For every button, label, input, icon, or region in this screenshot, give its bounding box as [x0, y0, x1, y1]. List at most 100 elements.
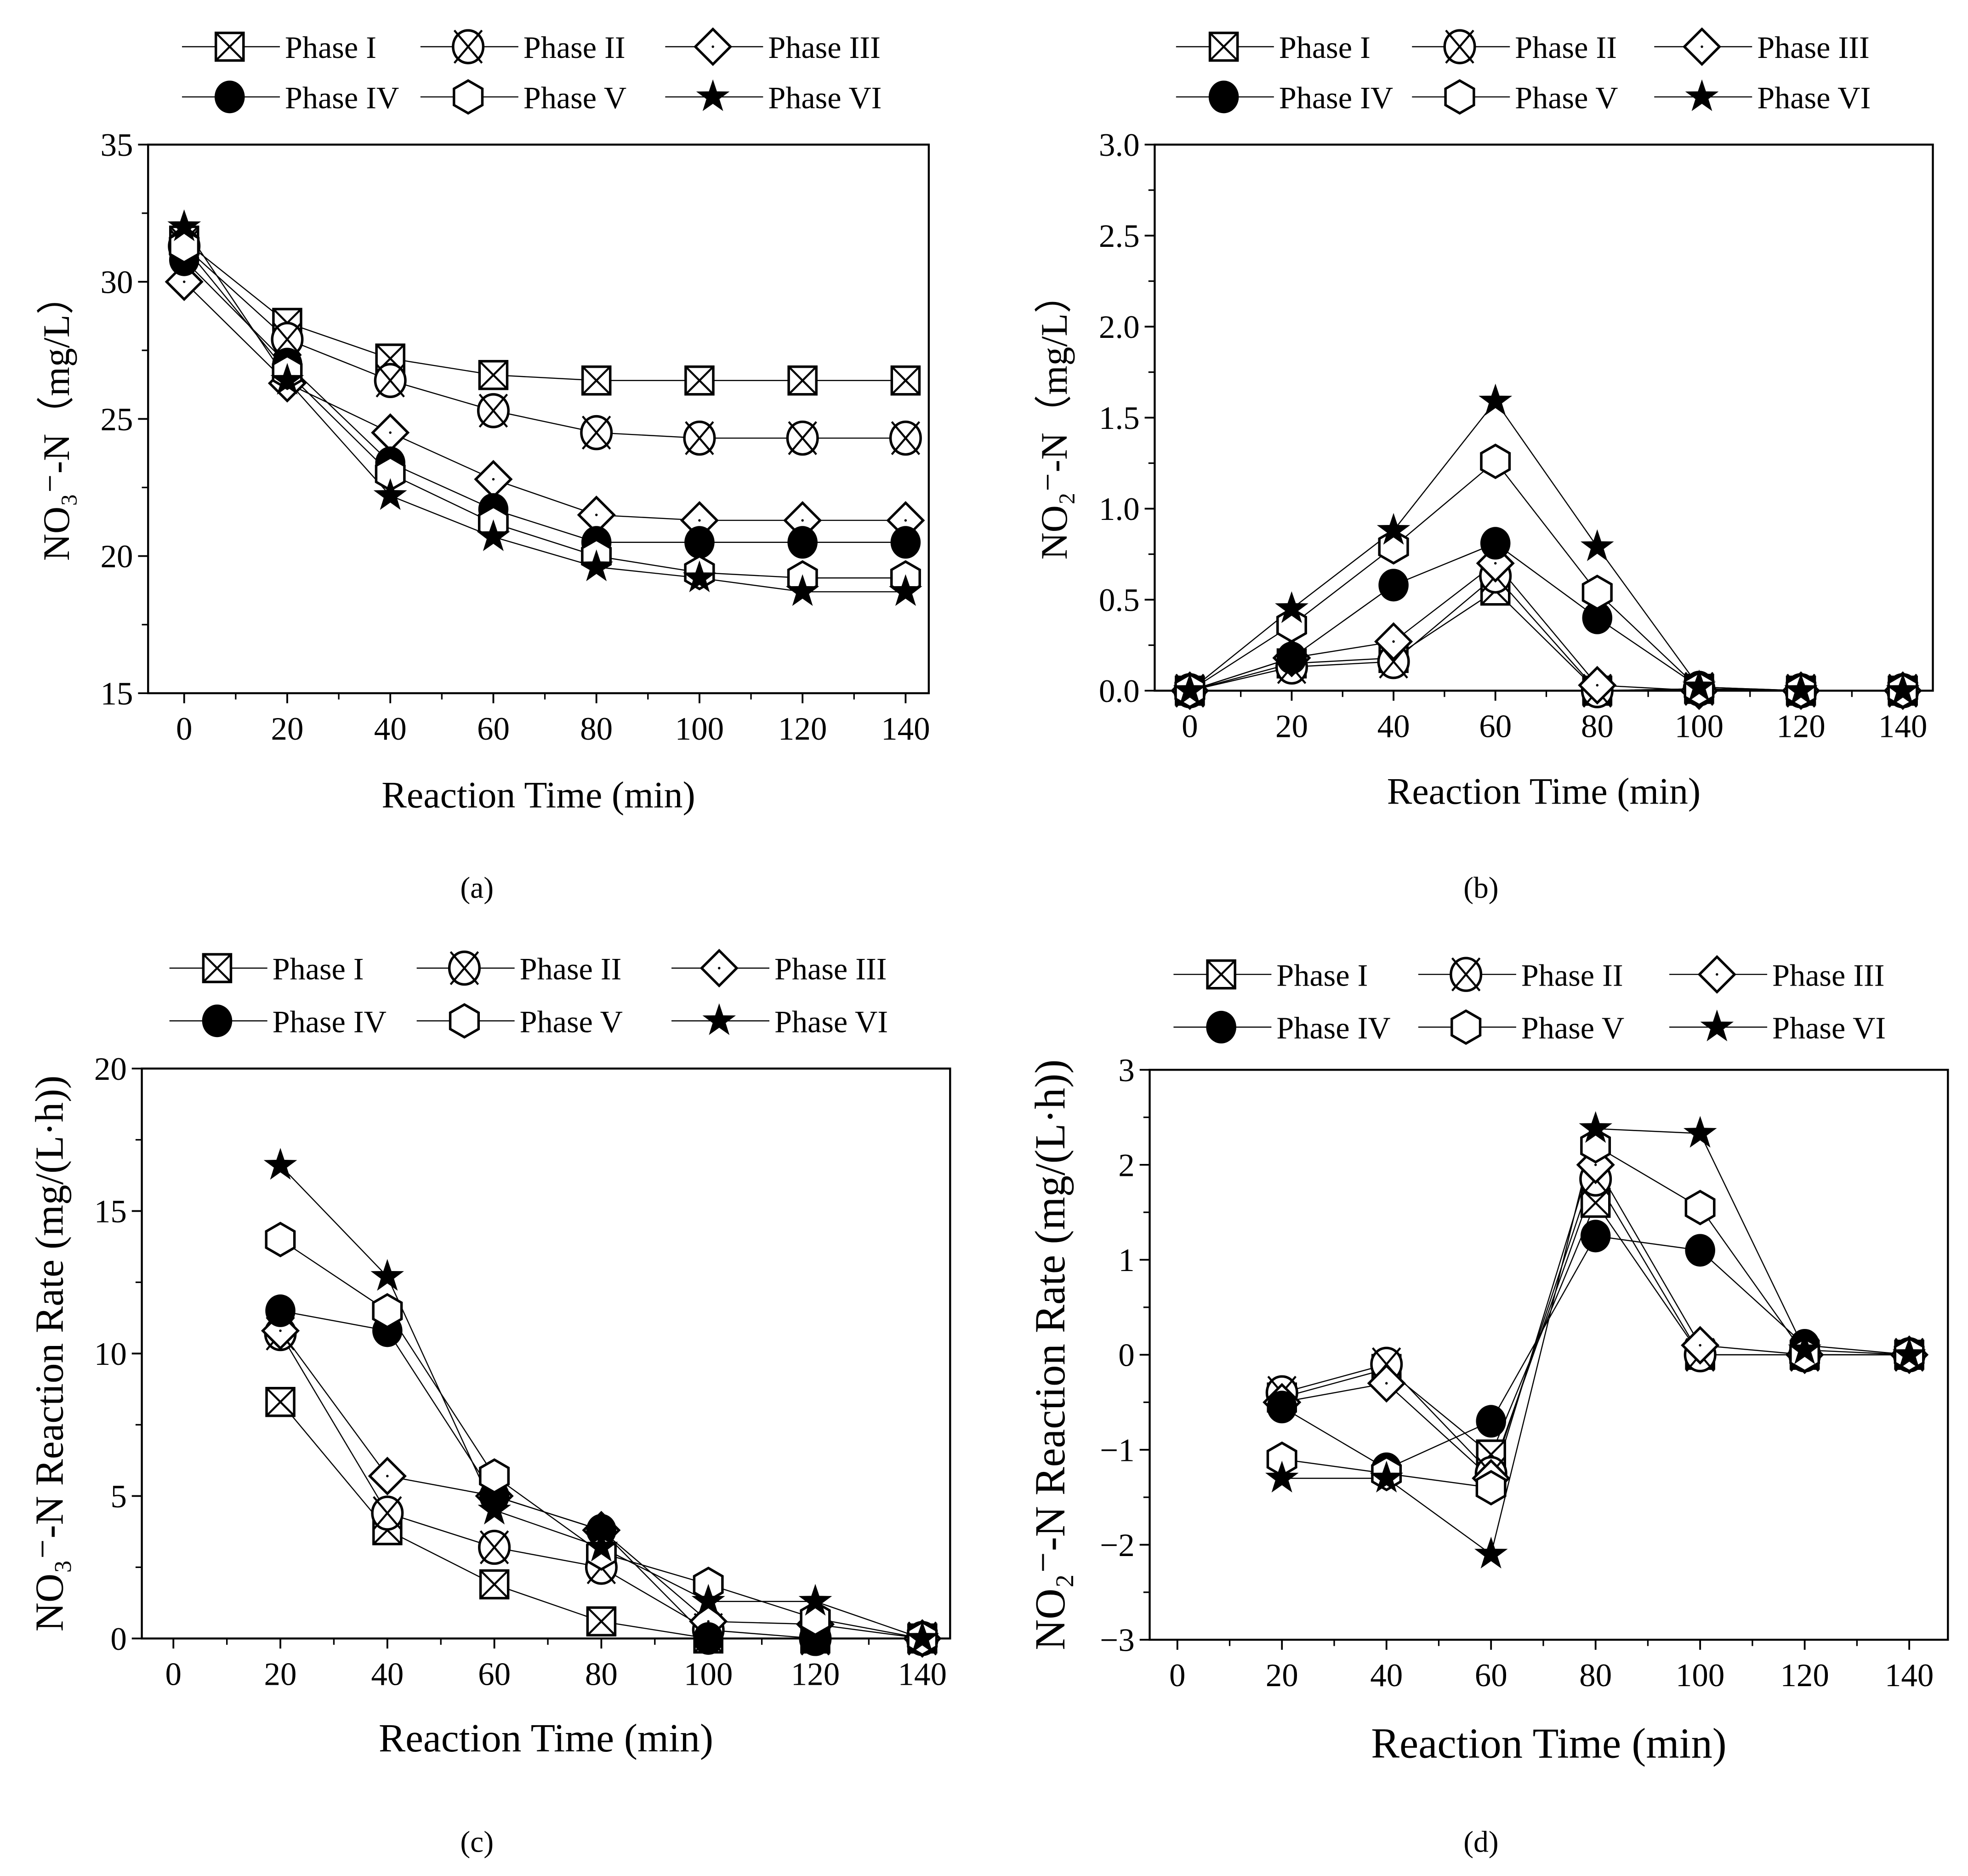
x-tick-label: 140 — [898, 1656, 947, 1692]
data-point — [1480, 527, 1511, 560]
legend-label: Phase VI — [1757, 80, 1871, 115]
data-point — [1579, 1111, 1613, 1143]
x-tick-label: 60 — [1475, 1658, 1507, 1694]
series-line-6 — [183, 227, 906, 593]
legend-label: Phase II — [523, 30, 626, 65]
data-point — [785, 574, 819, 606]
x-axis-title: Reaction Time (min) — [381, 774, 695, 815]
series-line-4 — [183, 259, 906, 543]
data-point — [684, 526, 715, 559]
y-tick-label: 0.0 — [1099, 673, 1140, 709]
x-tick-label: 40 — [1377, 709, 1410, 745]
x-tick-label: 40 — [371, 1656, 404, 1692]
panel-label: (c) — [460, 1826, 494, 1859]
legend-label: Phase V — [520, 1004, 623, 1039]
data-point — [1378, 569, 1409, 602]
data-point — [1685, 1234, 1715, 1267]
data-point — [371, 1495, 404, 1531]
data-point — [270, 363, 304, 395]
x-tick-label: 140 — [881, 711, 930, 747]
legend-marker-filled-circle-icon — [1206, 1010, 1236, 1043]
y-tick-label: 20 — [100, 539, 133, 575]
y-axis-title: NO₂⁻-N Reaction Rate (mg/(L·h)) — [1027, 1060, 1074, 1650]
data-point — [1267, 1391, 1297, 1424]
data-point — [1681, 1326, 1720, 1365]
data-point — [1581, 575, 1613, 610]
data-point — [580, 415, 613, 450]
x-tick-label: 20 — [271, 711, 303, 747]
legend-marker-circle-x-icon — [1450, 957, 1483, 992]
y-tick-label: 1.5 — [1099, 400, 1140, 436]
x-tick-label: 80 — [1581, 709, 1614, 745]
x-tick-label: 0 — [165, 1656, 182, 1692]
x-tick-label: 40 — [1370, 1658, 1403, 1694]
data-point — [370, 1259, 404, 1291]
data-point — [1376, 513, 1411, 545]
x-tick-label: 40 — [374, 711, 407, 747]
data-point — [1265, 1460, 1299, 1493]
legend-label: Phase IV — [285, 80, 399, 115]
data-point — [479, 1458, 510, 1494]
y-tick-label: 3 — [1118, 1053, 1135, 1089]
x-tick-label: 120 — [791, 1656, 840, 1692]
data-point — [478, 360, 509, 390]
legend-label: Phase III — [774, 952, 887, 986]
legend-marker-diamond-dot-icon — [694, 27, 733, 66]
data-point — [477, 393, 510, 428]
data-point — [787, 526, 818, 559]
legend-marker-square-x-icon — [202, 953, 233, 983]
data-point — [1578, 666, 1617, 705]
y-tick-label: −1 — [1100, 1432, 1135, 1468]
series-line-2 — [183, 245, 906, 439]
y-tick-label: 3.0 — [1099, 127, 1140, 163]
legend-label: Phase V — [1515, 80, 1618, 115]
legend-marker-star-icon — [1700, 1009, 1734, 1042]
data-point — [1370, 1460, 1404, 1493]
x-tick-label: 120 — [778, 711, 827, 747]
legend-marker-hexagon-icon — [1444, 79, 1475, 115]
legend-marker-square-x-icon — [1206, 959, 1236, 990]
x-tick-label: 60 — [478, 1656, 511, 1692]
x-axis-title: Reaction Time (min) — [1387, 770, 1701, 812]
plot-frame — [141, 1067, 951, 1640]
data-point — [371, 413, 410, 452]
data-point — [374, 363, 407, 398]
legend-marker-filled-circle-icon — [214, 80, 245, 114]
data-point — [798, 1584, 832, 1616]
data-point — [265, 1221, 296, 1258]
data-point — [693, 1622, 723, 1655]
data-point — [1475, 1470, 1507, 1506]
y-tick-label: 10 — [94, 1336, 127, 1372]
legend-marker-filled-circle-icon — [202, 1004, 233, 1038]
y-tick-label: 25 — [100, 402, 133, 438]
y-tick-label: 2.0 — [1099, 309, 1140, 345]
y-tick-label: 2.5 — [1099, 218, 1140, 254]
legend-label: Phase V — [1521, 1010, 1624, 1045]
legend-marker-square-x-icon — [214, 31, 245, 62]
data-point — [1683, 1116, 1717, 1148]
data-point — [1275, 591, 1308, 623]
data-point — [1682, 669, 1716, 701]
plot-frame — [1154, 143, 1934, 692]
legend-marker-hexagon-icon — [1450, 1009, 1482, 1045]
data-point — [1582, 601, 1613, 634]
y-tick-label: 0 — [110, 1621, 127, 1657]
y-tick-label: 35 — [100, 127, 133, 163]
x-tick-label: 20 — [1275, 709, 1308, 745]
data-point — [586, 1606, 617, 1637]
legend-label: Phase IV — [1279, 80, 1393, 115]
x-tick-label: 100 — [1675, 709, 1724, 745]
x-tick-label: 100 — [684, 1656, 733, 1692]
y-tick-label: 2 — [1118, 1147, 1135, 1183]
y-tick-label: 1.0 — [1099, 491, 1140, 527]
data-point — [263, 1148, 297, 1180]
chart-panel-d: 0 20 40 60 80 100 120 140 −3 −2 −1 0 1 2 3 Reaction Tim… — [1027, 955, 1949, 1859]
legend-label: Phase III — [1772, 958, 1885, 992]
x-tick-label: 100 — [675, 711, 724, 747]
legend: Phase I Phase II Phase III Phase IV Phase V P… — [1176, 27, 1871, 115]
plot-frame — [147, 143, 930, 695]
chart-panel-b: 0 20 40 60 80 100 120 140 0.0 0.5 1.0 1.5 2.0 2.5 3.0 R… — [1033, 27, 1934, 905]
data-point — [1580, 529, 1614, 561]
data-point — [169, 228, 200, 264]
